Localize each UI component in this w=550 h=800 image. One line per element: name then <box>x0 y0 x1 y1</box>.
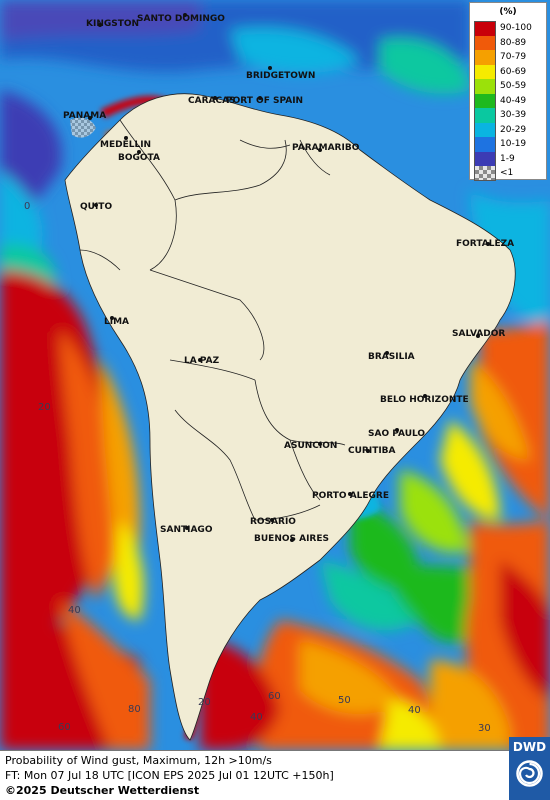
grid-label-lon-80: 80 <box>128 704 141 715</box>
legend-row: 20-29 <box>470 122 546 137</box>
city-label-porto-alegre: PORTO ALEGRE <box>312 491 389 501</box>
footer: Probability of Wind gust, Maximum, 12h >… <box>0 750 550 800</box>
footer-forecast-time: FT: Mon 07 Jul 18 UTC [ICON EPS 2025 Jul… <box>5 769 334 782</box>
legend-row: 30-39 <box>470 108 546 123</box>
city-label-kingston: KINGSTON <box>86 19 139 29</box>
legend: (%) 90-100 80-89 70-79 60-69 50-59 40-49 30-39… <box>469 2 547 181</box>
legend-row: 10-19 <box>470 137 546 152</box>
legend-rows: 90-100 80-89 70-79 60-69 50-59 40-49 30-39 20-2… <box>470 21 546 181</box>
legend-label: 50-59 <box>500 81 527 92</box>
city-label-caracas: CARACAS <box>188 96 236 106</box>
legend-row: 50-59 <box>470 79 546 94</box>
city-label-fortaleza: FORTALEZA <box>456 239 514 249</box>
city-label-santo-domingo: SANTO DOMINGO <box>137 14 225 24</box>
grid-label-lon-60: 60 <box>268 691 281 702</box>
city-label-curitiba: CURITIBA <box>348 446 396 456</box>
legend-row: 90-100 <box>470 21 546 36</box>
city-label-rosario: ROSARIO <box>250 517 296 527</box>
city-labels: KINGSTON SANTO DOMINGO BRIDGETOWN CARACA… <box>63 14 514 544</box>
city-label-port-of-spain: PORT OF SPAIN <box>226 96 303 106</box>
legend-unit: (%) <box>499 7 517 17</box>
legend-swatch <box>474 93 496 108</box>
legend-swatch <box>474 166 496 181</box>
footer-title: Probability of Wind gust, Maximum, 12h >… <box>5 754 272 767</box>
legend-swatch <box>474 79 496 94</box>
city-label-buenos-aires: BUENOS AIRES <box>254 534 329 544</box>
legend-label: 20-29 <box>500 124 527 135</box>
legend-row: 60-69 <box>470 64 546 79</box>
legend-label: 60-69 <box>500 66 527 77</box>
city-label-sao-paulo: SAO PAULO <box>368 429 425 439</box>
legend-label: 30-39 <box>500 110 527 121</box>
city-label-bogota: BOGOTA <box>118 153 160 163</box>
city-label-belo-horizonte: BELO HORIZONTE <box>380 395 469 405</box>
city-markers <box>88 13 490 542</box>
legend-swatch <box>474 108 496 123</box>
legend-label: 80-89 <box>500 37 527 48</box>
legend-label: 1-9 <box>500 153 515 164</box>
legend-swatch <box>474 122 496 137</box>
legend-label: 40-49 <box>500 95 527 106</box>
legend-swatch <box>474 137 496 152</box>
legend-row: 40-49 <box>470 93 546 108</box>
grid-label-lat-20-bottom: 20 <box>198 697 211 708</box>
city-label-panama: PANAMA <box>63 111 106 121</box>
legend-label: 90-100 <box>500 23 532 34</box>
legend-row: 80-89 <box>470 35 546 50</box>
grid-label-lat-20: 20 <box>38 402 51 413</box>
grid-label-lon-30: 30 <box>478 723 491 734</box>
city-label-santiago: SANTIAGO <box>160 525 213 535</box>
country-borders <box>64 93 516 741</box>
city-label-medellin: MEDELLIN <box>100 140 151 150</box>
grid-label-lat-0: 0 <box>24 201 30 212</box>
legend-swatch <box>474 151 496 166</box>
legend-swatch <box>474 35 496 50</box>
grid-label-lat-40-bottom: 40 <box>250 712 263 723</box>
legend-swatch <box>474 21 496 36</box>
city-label-asuncion: ASUNCION <box>284 441 337 451</box>
grid-label-lon-50: 50 <box>338 695 351 706</box>
legend-swatch <box>474 64 496 79</box>
probability-map: 0 20 40 60 80 20 40 60 50 40 30 <box>0 0 550 750</box>
legend-row: <1 <box>470 166 546 181</box>
city-label-quito: QUITO <box>80 202 112 212</box>
legend-swatch <box>474 50 496 65</box>
legend-label: 70-79 <box>500 52 527 63</box>
legend-label: <1 <box>500 168 514 179</box>
swirl-icon <box>516 760 543 787</box>
city-label-la-paz: LA PAZ <box>184 356 220 366</box>
legend-row: 1-9 <box>470 151 546 166</box>
city-label-brasilia: BRASILIA <box>368 352 415 362</box>
city-label-paramaribo: PARAMARIBO <box>292 143 360 153</box>
grid-label-lon-60-left: 60 <box>58 722 71 733</box>
legend-label: 10-19 <box>500 139 527 150</box>
graticule-labels: 0 20 40 60 80 20 40 60 50 40 30 <box>24 201 491 734</box>
dwd-logo: DWD <box>509 737 550 800</box>
legend-row: 70-79 <box>470 50 546 65</box>
footer-copyright: ©2025 Deutscher Wetterdienst <box>5 784 200 797</box>
grid-label-lat-40: 40 <box>68 605 81 616</box>
city-label-bridgetown: BRIDGETOWN <box>246 71 315 81</box>
city-label-lima: LIMA <box>104 317 129 327</box>
grid-label-lon-40: 40 <box>408 705 421 716</box>
city-label-salvador: SALVADOR <box>452 329 505 339</box>
dwd-logo-text: DWD <box>512 740 547 754</box>
